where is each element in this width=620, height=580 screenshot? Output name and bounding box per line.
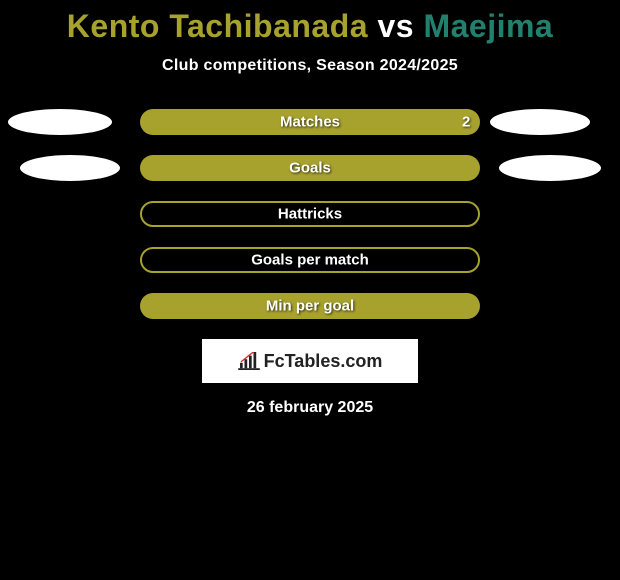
- left-ellipse: [8, 109, 112, 135]
- subtitle: Club competitions, Season 2024/2025: [0, 57, 620, 75]
- stat-label: Matches: [280, 114, 340, 131]
- stat-row: Goals: [0, 155, 620, 183]
- left-ellipse: [20, 155, 120, 181]
- stat-row: Hattricks: [0, 201, 620, 229]
- bar-chart-icon: [238, 352, 260, 370]
- stat-label: Hattricks: [278, 206, 342, 223]
- stat-pill: Min per goal: [140, 293, 480, 319]
- stat-pill: Goals: [140, 155, 480, 181]
- stat-label: Goals per match: [251, 252, 369, 269]
- stat-label: Goals: [289, 160, 331, 177]
- title-player1: Kento Tachibanada: [67, 8, 368, 44]
- stat-row: Matches 2: [0, 109, 620, 137]
- logo-text: FcTables.com: [264, 351, 383, 372]
- stat-pill: Goals per match: [140, 247, 480, 273]
- title-vs: vs: [377, 8, 414, 44]
- comparison-rows: Matches 2 Goals Hattricks Goals per match Min…: [0, 109, 620, 321]
- title-player2: Maejima: [423, 8, 553, 44]
- date-label: 26 february 2025: [0, 399, 620, 417]
- stat-value-right: 2: [462, 114, 470, 131]
- right-ellipse: [490, 109, 590, 135]
- stat-pill: Matches 2: [140, 109, 480, 135]
- page-title: Kento Tachibanada vs Maejima: [0, 0, 620, 45]
- stat-row: Min per goal: [0, 293, 620, 321]
- stat-pill: Hattricks: [140, 201, 480, 227]
- right-ellipse: [499, 155, 601, 181]
- logo-box: FcTables.com: [202, 339, 418, 383]
- stat-label: Min per goal: [266, 298, 354, 315]
- stat-row: Goals per match: [0, 247, 620, 275]
